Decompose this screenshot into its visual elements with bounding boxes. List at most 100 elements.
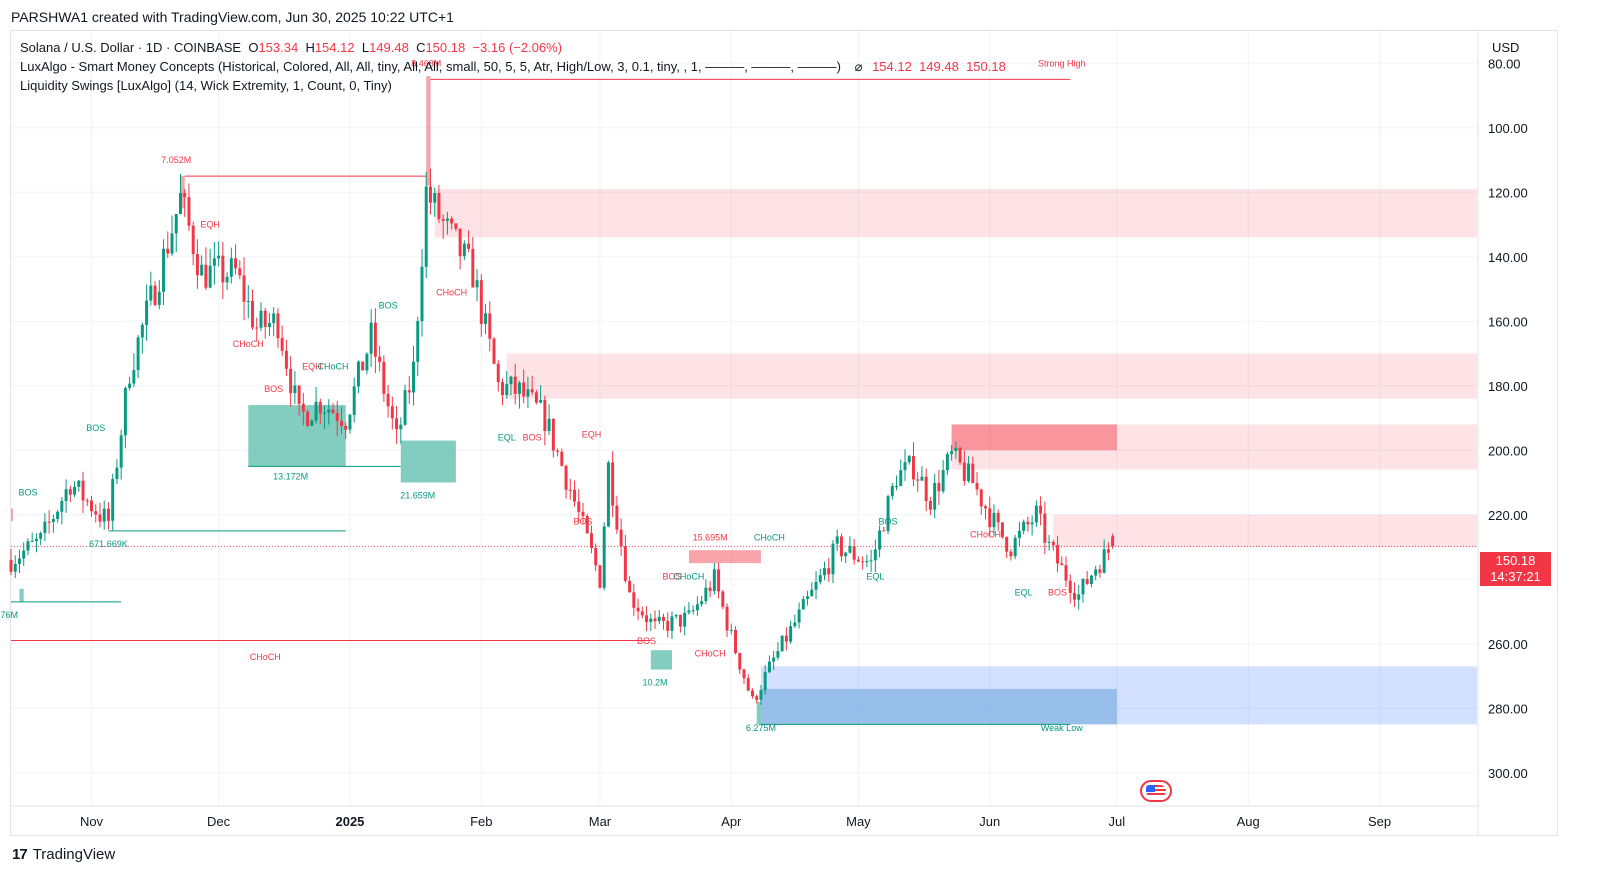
candles (9, 168, 1115, 705)
bull-candle (399, 424, 403, 430)
bull-candle (776, 651, 780, 658)
bear-candle (106, 508, 110, 521)
bull-candle (77, 480, 81, 487)
bear-candle (984, 506, 987, 509)
bear-candle (852, 546, 856, 560)
bull-candle (700, 601, 704, 605)
bear-candle (335, 413, 339, 421)
smc-label: 6.275M (746, 723, 776, 733)
bull-candle (649, 618, 653, 622)
bull-candle (1030, 522, 1034, 525)
smc-label: BOS (523, 433, 542, 443)
bear-candle (68, 489, 72, 495)
smc-label: 671.669K (89, 539, 128, 549)
indicator-value-3: 150.18 (966, 59, 1006, 74)
open-value: 153.34 (258, 40, 299, 55)
time-tick-label: May (846, 814, 871, 829)
last-price-value: 150.18 (1495, 553, 1536, 568)
bear-candle (513, 376, 517, 394)
bear-candle (530, 389, 534, 393)
bull-candle (683, 612, 687, 627)
demand-zone (248, 405, 346, 467)
bear-candle (996, 512, 1000, 523)
bear-candle (488, 313, 492, 339)
bull-candle (606, 462, 610, 527)
smc-label: CHoCH (318, 362, 349, 372)
bear-candle (721, 591, 725, 607)
bull-candle (1094, 569, 1098, 576)
price-tick-label: 100.00 (1488, 121, 1528, 136)
bear-candle (585, 516, 589, 534)
bear-candle (666, 620, 670, 631)
bear-candle (1106, 549, 1110, 553)
bull-candle (818, 575, 822, 582)
bear-candle (861, 561, 865, 563)
brand-name: TradingView (32, 846, 116, 863)
bear-candle (979, 489, 983, 507)
legend-symbol-row[interactable]: Solana / U.S. Dollar · 1D · COINBASE O15… (20, 38, 1006, 57)
bear-candle (221, 255, 225, 283)
bear-candle (1085, 578, 1089, 584)
time-tick-label: Jun (979, 814, 1000, 829)
time-tick-label: Aug (1237, 814, 1260, 829)
legend-indicator-smc[interactable]: LuxAlgo - Smart Money Concepts (Historic… (20, 57, 1006, 76)
low-label: L (361, 40, 370, 55)
eye-slash-icon[interactable]: ⌀ (854, 59, 863, 74)
smc-label: 21.659M (400, 491, 435, 501)
bear-candle (738, 653, 742, 670)
bear-candle (988, 508, 992, 528)
demand-zone (19, 588, 24, 602)
bear-candle (471, 248, 475, 288)
bear-candle (568, 489, 572, 491)
bear-candle (195, 254, 199, 276)
bear-candle (589, 533, 593, 549)
bear-candle (1068, 580, 1072, 593)
bear-candle (628, 580, 632, 593)
price-tick-label: 300.00 (1488, 766, 1528, 781)
smc-label: EQL (1015, 587, 1033, 597)
bull-candle (136, 337, 140, 371)
bull-candle (789, 626, 793, 642)
bull-candle (1077, 594, 1081, 600)
bull-candle (174, 213, 178, 234)
bull-candle (780, 635, 784, 652)
bear-candle (81, 480, 85, 501)
bull-candle (259, 310, 263, 328)
bull-candle (229, 258, 233, 277)
bull-candle (111, 479, 115, 521)
bear-candle (640, 611, 644, 616)
smc-label: CHoCH (970, 529, 1001, 539)
bull-candle (954, 448, 958, 452)
bear-candle (1064, 565, 1068, 581)
bear-candle (962, 462, 966, 481)
bull-candle (445, 218, 449, 221)
supply-zone (951, 424, 1477, 470)
bull-candle (657, 616, 661, 622)
price-tick-label: 120.00 (1488, 185, 1528, 200)
us-flag-event-icon[interactable] (1140, 780, 1172, 802)
bear-candle (971, 463, 975, 484)
bull-candle (835, 536, 839, 544)
bear-candle (280, 338, 284, 351)
bull-candle (323, 412, 327, 414)
bull-candle (475, 280, 479, 288)
bear-candle (581, 511, 585, 517)
time-tick-label: Dec (207, 814, 231, 829)
bull-candle (759, 690, 763, 700)
bear-candle (284, 350, 288, 369)
smc-label: 13.172M (273, 471, 308, 481)
currency-label[interactable]: USD (1492, 40, 1520, 55)
footer-brand[interactable]: 17 TradingView (12, 846, 115, 863)
close-label: C (416, 40, 426, 55)
bull-candle (674, 614, 678, 617)
bull-candle (1013, 537, 1017, 557)
bear-candle (958, 448, 962, 463)
legend-indicator-liquidity[interactable]: Liquidity Swings [LuxAlgo] (14, Wick Ext… (20, 76, 1006, 95)
bull-candle (704, 587, 708, 602)
bear-candle (454, 223, 458, 229)
bull-candle (890, 486, 894, 497)
smc-label: BOS (18, 487, 37, 497)
bull-candle (1081, 578, 1085, 595)
bear-candle (882, 530, 886, 532)
